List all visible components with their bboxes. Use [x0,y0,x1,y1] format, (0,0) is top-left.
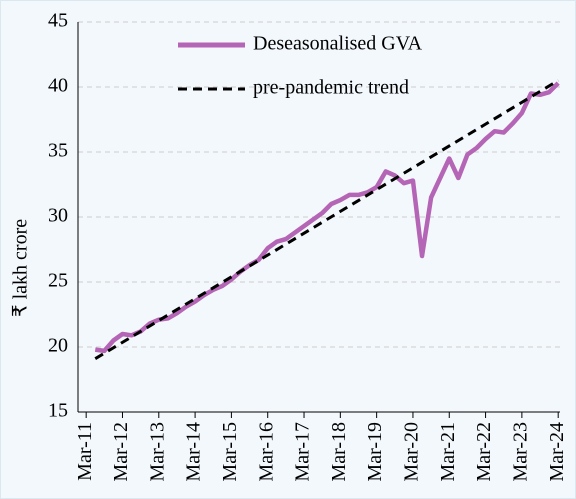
legend-label: pre-pandemic trend [253,77,409,99]
x-tick-label: Mar-13 [146,422,168,482]
y-axis-label: ₹ lakh crore [10,219,32,317]
x-tick-label: Mar-22 [473,422,495,482]
y-tick-label: 20 [48,335,68,357]
x-tick-label: Mar-12 [110,422,132,482]
y-tick-label: 15 [48,400,68,422]
legend-label: Deseasonalised GVA [253,33,423,55]
y-tick-label: 30 [48,205,68,227]
y-tick-label: 25 [48,270,68,292]
x-tick-label: Mar-24 [546,422,568,482]
series-line [94,81,560,354]
x-tick-label: Mar-15 [219,422,241,482]
x-tick-label: Mar-17 [292,422,314,482]
x-tick-label: Mar-21 [437,422,459,482]
x-tick-label: Mar-11 [74,422,96,481]
x-tick-label: Mar-14 [183,422,205,482]
x-tick-label: Mar-19 [364,422,386,482]
y-tick-label: 35 [48,140,68,162]
x-tick-label: Mar-20 [401,422,423,482]
y-tick-label: 45 [48,10,68,32]
series-line [94,79,559,360]
x-tick-label: Mar-18 [328,422,350,482]
x-tick-label: Mar-16 [255,422,277,482]
x-tick-label: Mar-23 [509,422,531,482]
y-tick-label: 40 [48,75,68,97]
